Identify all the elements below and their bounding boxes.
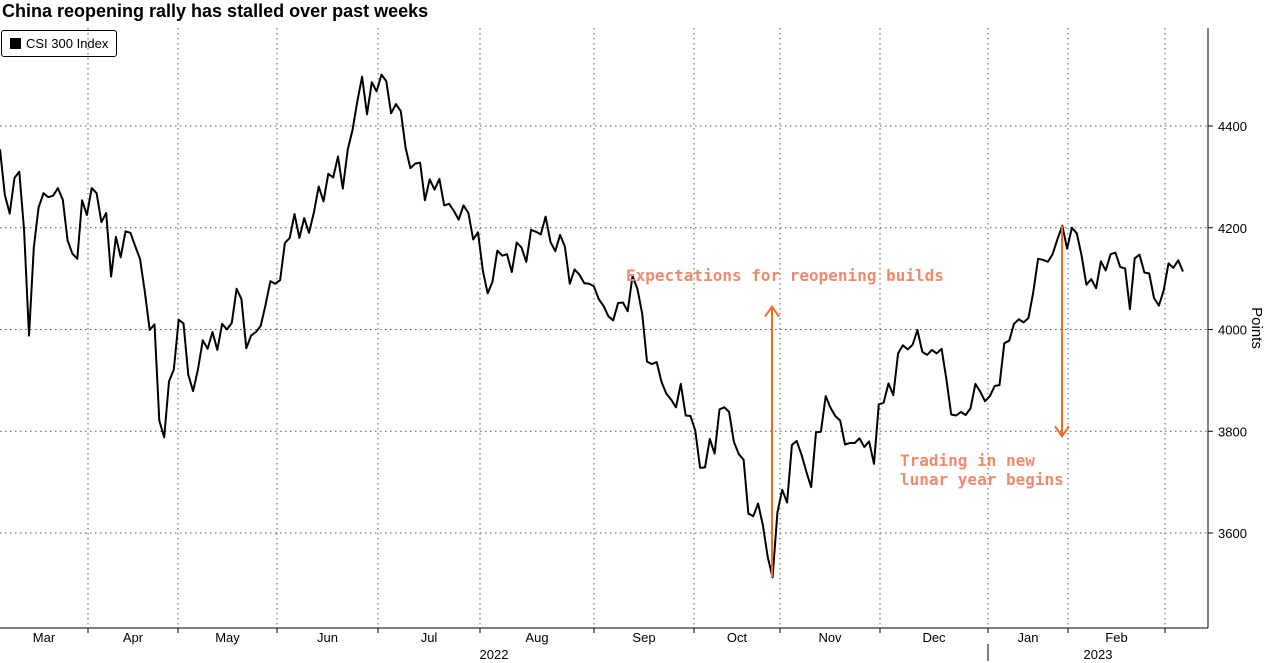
x-tick-label: Oct: [727, 630, 748, 645]
x-tick-label: Sep: [632, 630, 655, 645]
lunar-year-arrow: [1054, 225, 1070, 439]
year-label: 2023: [1084, 647, 1113, 662]
y-tick-label: 3600: [1218, 526, 1247, 541]
x-tick-label: Feb: [1105, 630, 1127, 645]
y-axis-title: Points: [1248, 307, 1265, 349]
x-tick-label: Jul: [421, 630, 438, 645]
x-tick-label: Aug: [525, 630, 548, 645]
reopening-arrow: [764, 304, 780, 578]
legend-label: CSI 300 Index: [26, 36, 109, 51]
annotation-lunar-line1: Trading in new: [900, 451, 1035, 470]
y-tick-label: 4400: [1218, 119, 1247, 134]
x-tick-label: Jun: [317, 630, 338, 645]
x-tick-label: Jan: [1018, 630, 1039, 645]
legend-swatch: [10, 38, 21, 49]
y-tick-label: 4000: [1218, 323, 1247, 338]
series-group: [0, 73, 1184, 579]
x-tick-label: Apr: [123, 630, 144, 645]
chart-title: China reopening rally has stalled over p…: [2, 1, 429, 21]
y-tick-label: 4200: [1218, 221, 1247, 236]
annotation-reopening: Expectations for reopening builds: [626, 266, 944, 285]
axes: 3600 3800 4000 4200 4400 Mar Apr May Jun Jul Aug Se…: [0, 28, 1265, 662]
legend: CSI 300 Index: [1, 30, 118, 57]
x-tick-label: Nov: [818, 630, 842, 645]
annotation-lunar-line2: lunar year begins: [900, 470, 1064, 489]
x-tick-label: Mar: [33, 630, 56, 645]
x-tick-label: May: [215, 630, 240, 645]
y-tick-label: 3800: [1218, 424, 1247, 439]
annotations: Expectations for reopening builds Trading…: [626, 225, 1070, 578]
year-label: 2022: [480, 647, 509, 662]
grid: [0, 28, 1208, 628]
arrow-head: [1054, 425, 1070, 439]
x-tick-label: Dec: [922, 630, 946, 645]
arrow-head: [764, 304, 780, 318]
series-line-csi300: [0, 73, 1184, 579]
